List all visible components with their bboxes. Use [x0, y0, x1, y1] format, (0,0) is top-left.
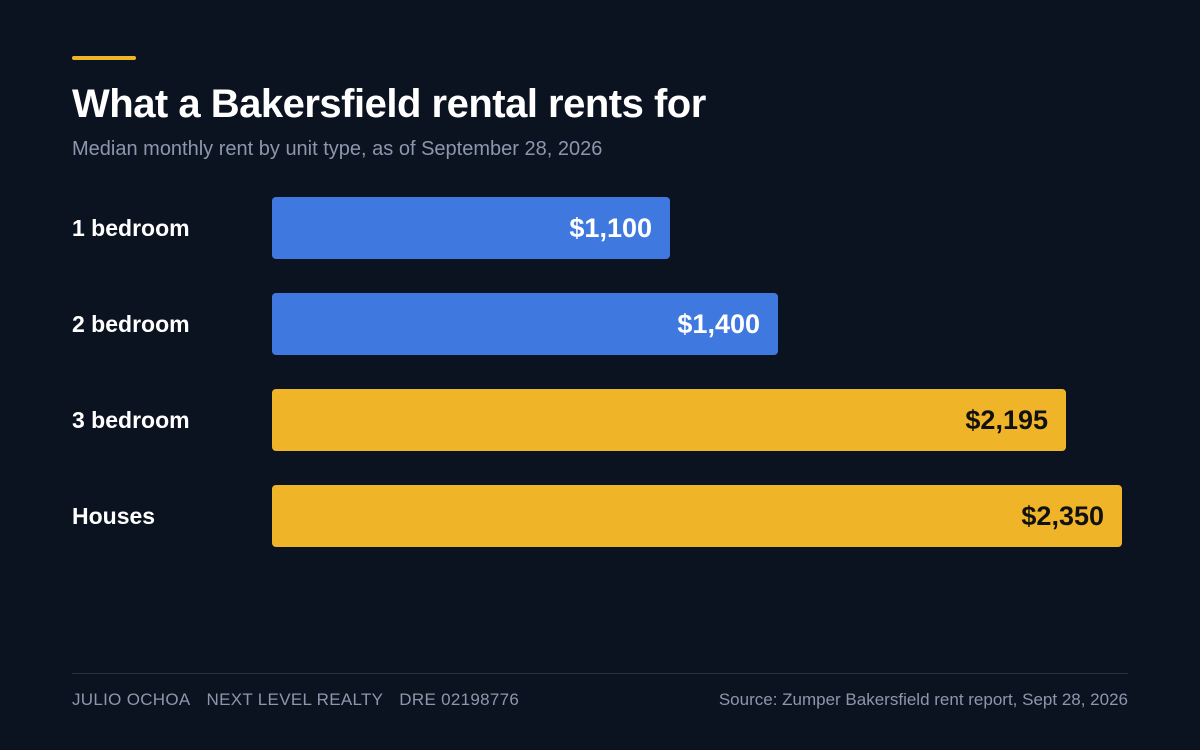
agent-name: JULIO OCHOA — [72, 690, 191, 709]
value-label-2-bedroom: $1,400 — [677, 309, 760, 339]
bar-1-bedroom — [272, 197, 670, 259]
category-label-2-bedroom: 2 bedroom — [72, 311, 190, 337]
bar-3-bedroom — [272, 389, 1066, 451]
source-note: Source: Zumper Bakersfield rent report, … — [718, 690, 1128, 709]
rent-bar-chart: 1 bedroom $1,100 2 bedroom $1,400 3 bedroom $… — [72, 197, 1122, 547]
footer-divider — [72, 673, 1128, 674]
agent-credit: JULIO OCHOA NEXT LEVEL REALTY DRE 02198776 — [72, 690, 535, 710]
category-label-3-bedroom: 3 bedroom — [72, 407, 190, 433]
bar-2-bedroom — [272, 293, 778, 355]
bar-houses — [272, 485, 1122, 547]
category-label-houses: Houses — [72, 503, 155, 529]
value-label-houses: $2,350 — [1021, 501, 1104, 531]
chart-subtitle: Median monthly rent by unit type, as of … — [72, 138, 603, 160]
value-label-1-bedroom: $1,100 — [569, 213, 652, 243]
license-number: DRE 02198776 — [399, 690, 520, 709]
value-label-3-bedroom: $2,195 — [965, 405, 1048, 435]
title-accent-line — [72, 56, 136, 60]
brokerage-name: NEXT LEVEL REALTY — [206, 690, 384, 709]
category-label-1-bedroom: 1 bedroom — [72, 215, 190, 241]
chart-title: What a Bakersfield rental rents for — [72, 82, 706, 126]
